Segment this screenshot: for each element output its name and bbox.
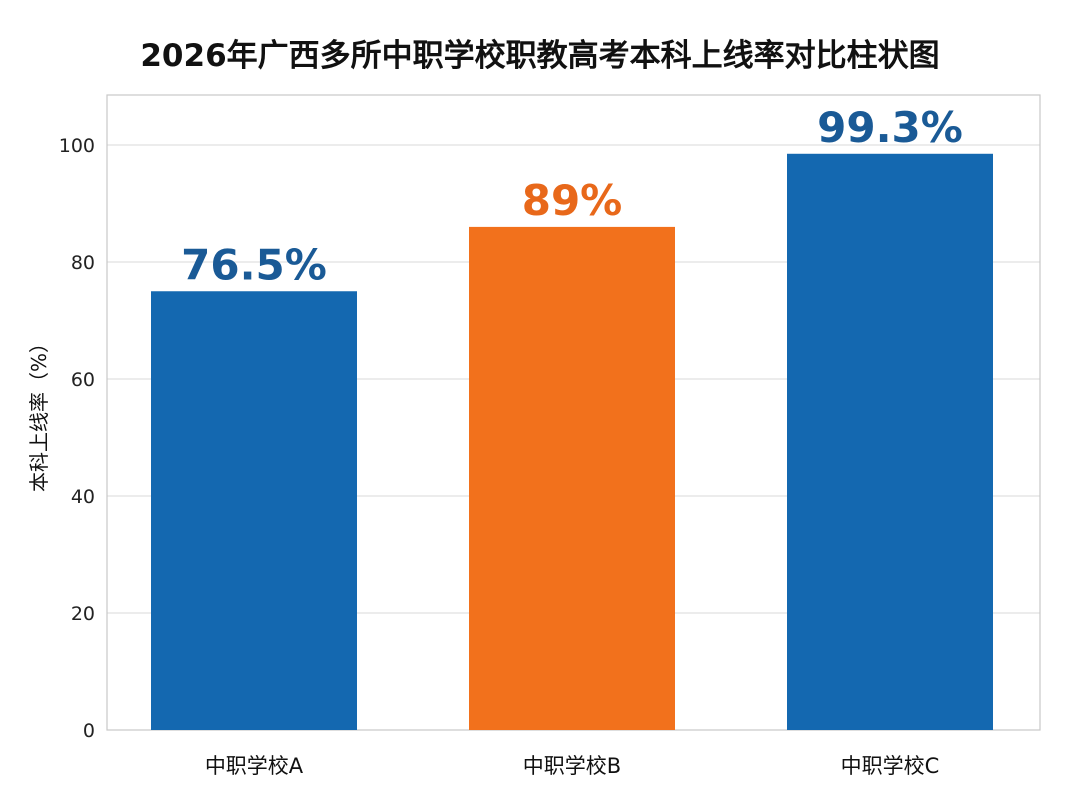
y-tick-label: 80 [71, 252, 95, 274]
chart-title: 2026年广西多所中职学校职教高考本科上线率对比柱状图 [140, 38, 940, 74]
y-tick-label: 100 [59, 135, 95, 157]
y-tick-label: 40 [71, 486, 95, 508]
y-tick-label: 20 [71, 603, 95, 625]
x-category-label: 中职学校C [841, 754, 940, 778]
y-axis-ticks: 0 20 40 60 80 100 [59, 135, 95, 742]
y-tick-label: 0 [83, 720, 95, 742]
bar [787, 153, 993, 730]
y-axis-label: 本科上线率（%） [27, 333, 51, 492]
x-axis-categories: 中职学校A 中职学校B 中职学校C [205, 754, 940, 778]
data-label: 99.3% [817, 103, 963, 152]
bar [151, 291, 357, 730]
x-category-label: 中职学校B [523, 754, 621, 778]
data-labels: 76.5% 89% 99.3% [181, 103, 963, 289]
bar [469, 226, 675, 730]
x-category-label: 中职学校A [205, 754, 304, 778]
data-label: 89% [522, 176, 623, 225]
y-tick-label: 60 [71, 369, 95, 391]
data-label: 76.5% [181, 240, 327, 289]
bars [151, 153, 993, 730]
